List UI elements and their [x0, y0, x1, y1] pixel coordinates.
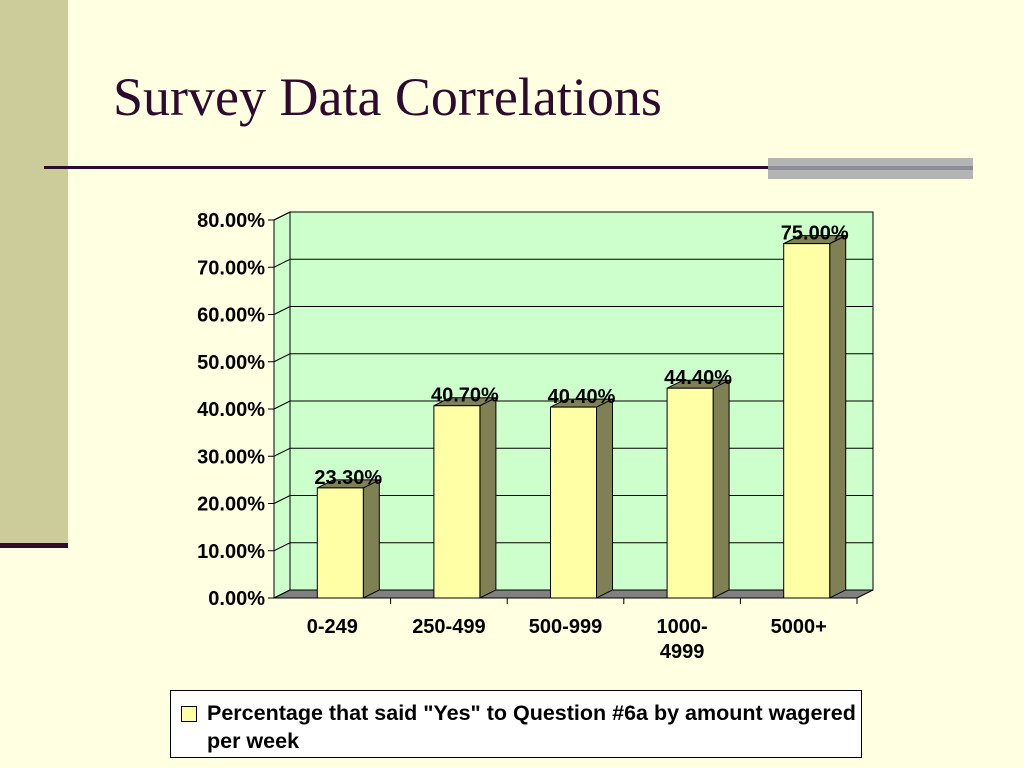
slide-title: Survey Data Correlations [113, 67, 662, 127]
y-tick-label: 30.00% [197, 446, 265, 468]
data-label: 44.40% [664, 367, 732, 389]
data-label: 75.00% [781, 223, 849, 245]
y-tick-label: 40.00% [197, 399, 265, 421]
bar-side [712, 379, 730, 599]
x-tick-label-line: 4999 [660, 641, 705, 663]
title-divider [44, 166, 774, 169]
y-tick-label: 20.00% [197, 494, 265, 516]
decor-grey-bar [768, 158, 973, 179]
x-tick-label: 0-249 [307, 616, 358, 638]
y-tick-label: 0.00% [208, 588, 265, 610]
bar-side [479, 396, 497, 599]
data-label: 40.40% [548, 386, 616, 408]
y-tick-label: 10.00% [197, 541, 265, 563]
x-tick-label: 250-499 [412, 616, 485, 638]
x-tick-label: 1000- 4999 [657, 616, 708, 663]
gridline [273, 211, 873, 221]
data-label: 23.30% [314, 467, 382, 489]
gridline [273, 306, 873, 315]
x-tick-label: 500-999 [529, 616, 602, 638]
bar [433, 405, 481, 599]
bar [783, 243, 831, 599]
bar-side [596, 398, 613, 599]
bar-side [362, 479, 380, 599]
x-tick-label-line: 500-999 [529, 616, 602, 638]
x-tick-label-line: 250-499 [412, 616, 485, 638]
left-decor-accent [0, 543, 68, 548]
gridline [273, 353, 873, 363]
bar-side [829, 234, 847, 599]
x-tick-label: 5000+ [771, 616, 827, 638]
x-tick-label-line: 0-249 [307, 616, 358, 638]
y-tick-label: 50.00% [197, 352, 265, 374]
left-decor-bar [0, 0, 68, 545]
y-tick-label: 80.00% [197, 210, 265, 232]
chart-legend: Percentage that said "Yes" to Question #… [170, 690, 862, 758]
x-tick-label-line: 5000+ [771, 616, 827, 638]
y-tick-label: 60.00% [197, 305, 265, 327]
bar [316, 487, 364, 599]
legend-label: Percentage that said "Yes" to Question #… [207, 701, 856, 753]
bar [550, 406, 597, 599]
legend-swatch [181, 706, 197, 722]
x-tick-label-line: 1000- [657, 616, 708, 638]
data-label: 40.70% [431, 385, 499, 407]
y-tick-label: 70.00% [197, 257, 265, 279]
gridline [273, 258, 873, 268]
bar [666, 387, 714, 599]
